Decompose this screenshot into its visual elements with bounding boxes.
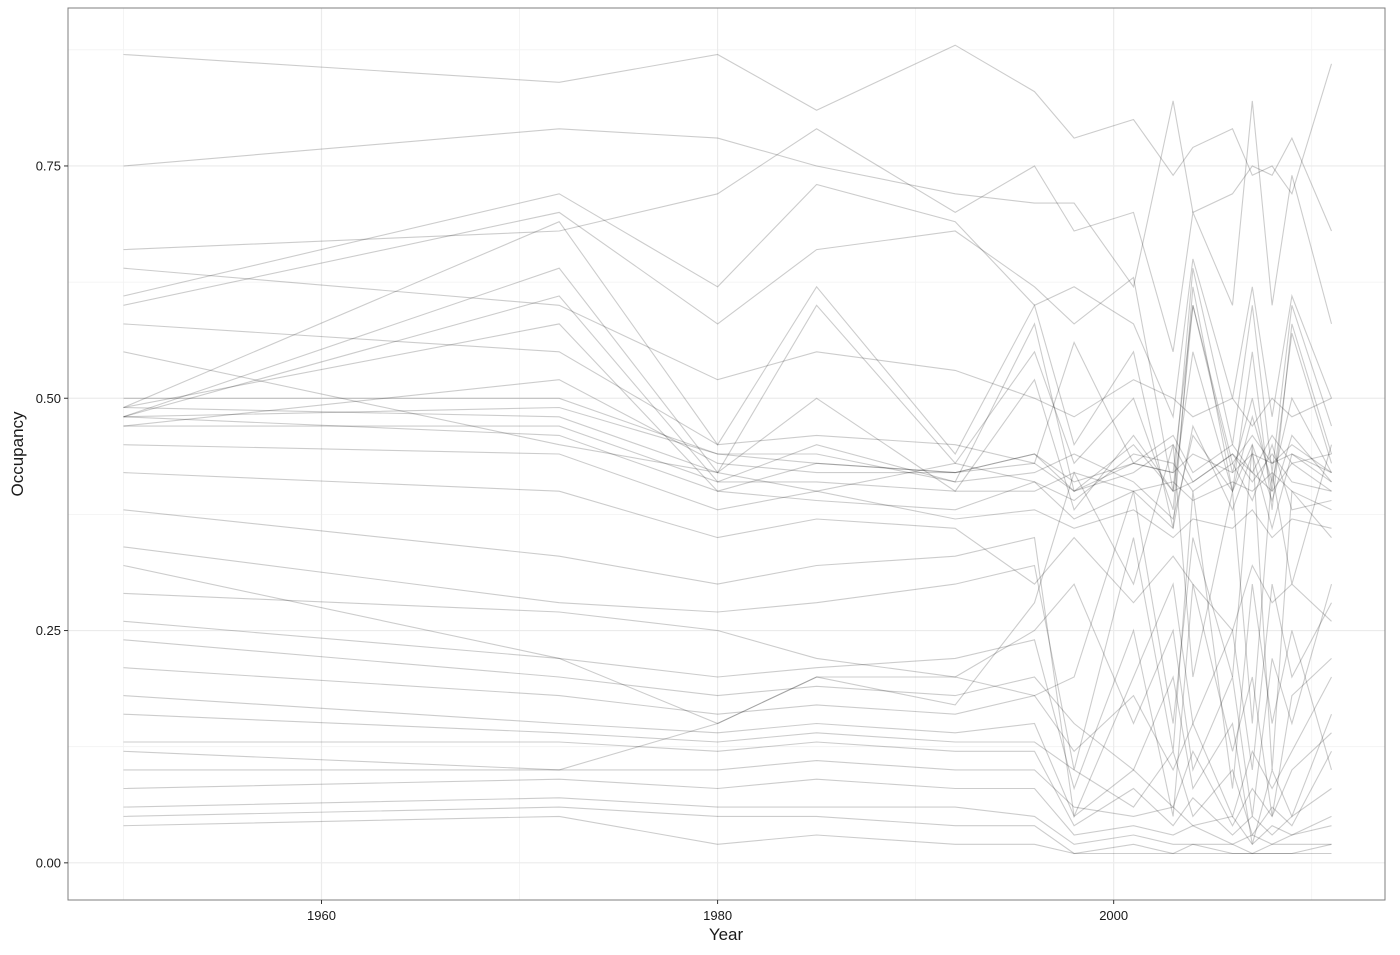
series-line-22 [123,583,1333,817]
series-line-4 [123,183,1333,419]
series-line-29 [123,760,1332,846]
series-line-24 [123,639,1333,845]
y-tick-label: 0.00 [36,855,61,870]
x-tick-label: 2000 [1099,908,1128,923]
series-lines [123,44,1333,855]
y-tick-label: 0.50 [36,391,61,406]
series-line-36 [123,267,1332,428]
series-line-16 [123,305,1332,483]
series-line-18 [123,444,1332,539]
y-axis: 0.00 0.25 0.50 0.75 [36,158,68,870]
y-tick-label: 0.75 [36,158,61,173]
series-line-26 [123,695,1332,827]
x-tick-label: 1960 [307,908,336,923]
series-line-20 [123,509,1332,819]
series-line-13 [123,424,1332,531]
plot-panel-border [67,7,1386,901]
series-line-2 [123,100,1333,289]
series-line-17 [123,351,1332,511]
series-line-8 [123,295,1332,494]
series-line-23 [123,583,1332,817]
series-line-14 [123,397,1332,492]
series-line-11 [123,406,1332,521]
series-line-19 [123,472,1332,632]
series-line-28 [123,741,1332,836]
series-line-9 [123,323,1332,492]
series-line-3 [123,100,1333,352]
series-line-21 [123,491,1333,789]
series-line-12 [123,406,1332,511]
series-line-35 [123,444,1333,771]
x-axis: 1960 1980 2000 [307,900,1128,923]
series-line-32 [123,806,1332,855]
gridlines [68,8,1385,900]
series-line-6 [123,221,1333,529]
series-line-33 [123,815,1332,855]
y-tick-label: 0.25 [36,623,61,638]
x-tick-label: 1980 [703,908,732,923]
series-line-10 [123,379,1332,492]
x-axis-label: Year [709,925,744,944]
series-line-30 [123,778,1332,845]
series-line-7 [123,267,1333,510]
y-axis-label: Occupancy [8,411,27,497]
series-line-5 [123,211,1333,492]
series-line-31 [123,797,1332,855]
series-line-25 [123,667,1332,819]
series-line-34 [123,444,1332,770]
series-line-15 [123,416,1332,520]
series-line-1 [123,44,1333,196]
series-line-27 [123,713,1332,837]
